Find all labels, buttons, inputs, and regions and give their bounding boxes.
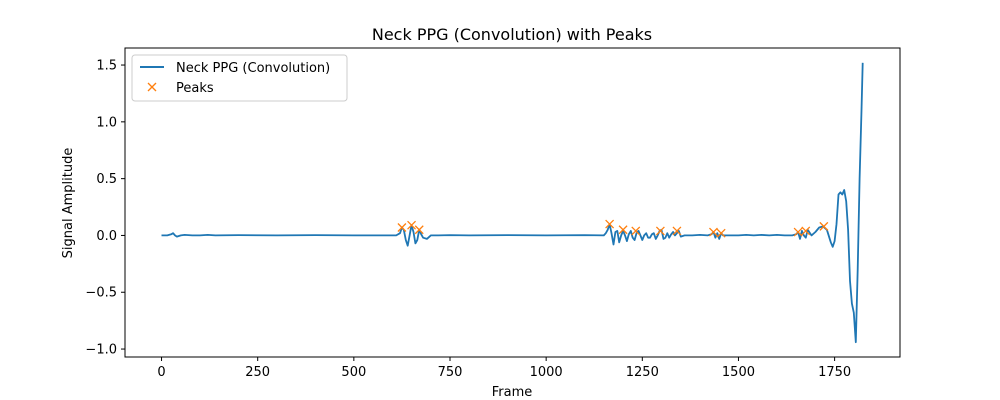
- peak-marker: [618, 225, 628, 235]
- peak-marker: [709, 227, 718, 237]
- x-tick-label: 1000: [530, 365, 563, 380]
- peak-marker: [819, 221, 829, 231]
- y-axis-title: Signal Amplitude: [61, 148, 76, 259]
- peak-marker: [397, 223, 407, 232]
- legend-label-series: Neck PPG (Convolution): [176, 61, 330, 76]
- x-tick-label: 1750: [818, 365, 851, 380]
- x-axis-title: Frame: [492, 385, 533, 400]
- x-axis: 0 250 500 750 1000 1250 1500 1750: [157, 357, 851, 380]
- x-tick-label: 1500: [722, 365, 755, 380]
- y-tick-label: −1.0: [85, 343, 117, 358]
- x-tick-label: 500: [341, 365, 366, 380]
- series-line-neck-ppg: [161, 62, 864, 344]
- legend: Neck PPG (Convolution) Peaks: [131, 54, 348, 102]
- peak-marker: [655, 226, 665, 236]
- legend-box: [131, 54, 348, 102]
- x-tick-label: 1250: [626, 365, 659, 380]
- peak-marker: [793, 227, 803, 237]
- y-tick-label: 1.0: [96, 115, 117, 130]
- peak-marker: [801, 226, 811, 236]
- x-tick-label: 750: [438, 365, 463, 380]
- y-axis: −1.0 −0.5 0.0 0.5 1.0 1.5: [85, 59, 125, 358]
- y-tick-label: 1.5: [96, 59, 117, 74]
- x-tick-label: 250: [245, 365, 270, 380]
- peak-marker: [407, 220, 416, 230]
- plot-frame: [124, 47, 901, 358]
- y-tick-label: 0.0: [96, 229, 117, 244]
- peak-marker: [631, 226, 641, 236]
- chart-title: Neck PPG (Convolution) with Peaks: [372, 25, 652, 44]
- peak-marker: [414, 225, 424, 235]
- y-tick-label: −0.5: [85, 286, 117, 301]
- legend-x-marker: [147, 82, 157, 92]
- x-tick-label: 0: [157, 365, 165, 380]
- peak-marker: [716, 228, 726, 238]
- y-tick-label: 0.5: [96, 172, 117, 187]
- peak-marker: [605, 219, 615, 229]
- legend-label-peaks: Peaks: [176, 81, 214, 96]
- plot-area: [161, 62, 864, 344]
- peak-marker: [672, 226, 682, 236]
